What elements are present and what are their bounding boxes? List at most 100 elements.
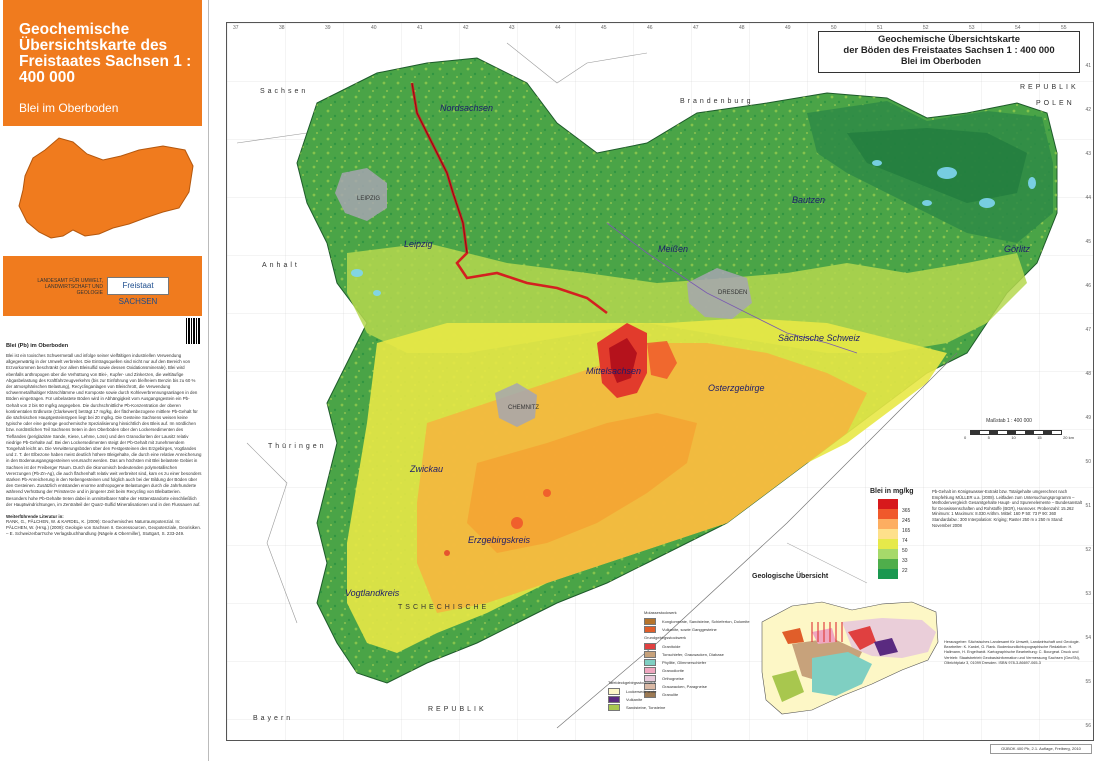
label-republik-cz: REPUBLIK bbox=[428, 706, 487, 713]
label-erzgebirgskreis: Erzgebirgskreis bbox=[468, 535, 531, 545]
scale-tick: 20 km bbox=[1063, 435, 1074, 440]
coord-label: 51 bbox=[1085, 503, 1091, 509]
coord-label: 54 bbox=[1015, 25, 1021, 31]
label-anhalt: Anhalt bbox=[262, 262, 300, 269]
legend-swatch bbox=[878, 509, 898, 519]
label-polen: POLEN bbox=[1036, 100, 1075, 107]
geology-label: Phyllite, Glimmerschiefer bbox=[662, 659, 707, 665]
legend-value: 74 bbox=[902, 538, 908, 544]
label-leipzig-city: LEIPZIG bbox=[357, 196, 381, 202]
coord-label: 49 bbox=[785, 25, 791, 31]
legend-swatch bbox=[878, 549, 898, 559]
map-title-line3: Blei im Oberboden bbox=[901, 56, 982, 66]
coord-label: 47 bbox=[693, 25, 699, 31]
coord-label: 48 bbox=[739, 25, 745, 31]
coord-label: 47 bbox=[1085, 327, 1091, 333]
coord-label: 49 bbox=[1085, 415, 1091, 421]
label-osterzgebirge: Osterzgebirge bbox=[708, 383, 765, 393]
coord-label: 41 bbox=[417, 25, 423, 31]
scale-bar bbox=[970, 430, 1062, 435]
geology-label: Tonschiefer, Grauwacken, Diabase bbox=[662, 651, 724, 657]
geology-legend-item: Sandsteine, Tonsteine bbox=[608, 703, 688, 711]
geology-legend-item: Vulkanite bbox=[608, 695, 688, 703]
legend-swatch bbox=[878, 569, 898, 579]
title-panel: Geochemische Übersichtskarte des Freista… bbox=[3, 0, 202, 126]
coord-label: 50 bbox=[1085, 459, 1091, 465]
map-canvas: 37 38 39 40 41 42 43 44 45 46 47 48 49 5… bbox=[226, 22, 1094, 741]
coord-label: 39 bbox=[325, 25, 331, 31]
geology-legend-platform: Tafeldeckgebirgsstockwerk Lockersediment… bbox=[608, 678, 688, 711]
label-leipzig: Leipzig bbox=[404, 239, 433, 249]
geology-legend-item: Granodiorite bbox=[644, 666, 754, 674]
map-subject: Blei im Oberboden bbox=[19, 101, 119, 115]
legend-value: 50 bbox=[902, 548, 908, 554]
legend-swatch bbox=[878, 559, 898, 569]
coord-label: 46 bbox=[1085, 283, 1091, 289]
geology-overview-title: Geologische Übersicht bbox=[752, 573, 829, 580]
coord-label: 52 bbox=[923, 25, 929, 31]
geology-swatch bbox=[644, 682, 656, 690]
geology-swatch bbox=[644, 674, 656, 682]
map-series-title: Geochemische Übersichtskarte des Freista… bbox=[19, 21, 192, 86]
coord-label: 37 bbox=[233, 25, 239, 31]
geology-swatch bbox=[608, 703, 620, 711]
legend-value: 33 bbox=[902, 558, 908, 564]
label-meissen: Meißen bbox=[658, 244, 689, 254]
label-vogtlandkreis: Vogtlandkreis bbox=[345, 588, 400, 598]
literature-body: RANK, G., PÄLCHEN, W. & KARDEL, K. (2009… bbox=[6, 519, 201, 537]
label-thueringen: Thüringen bbox=[268, 443, 327, 450]
scale-tick: 0 bbox=[964, 435, 967, 440]
scale-ticks: 0 5 10 15 20 km bbox=[964, 435, 1074, 440]
geology-swatch bbox=[644, 666, 656, 674]
coord-label: 50 bbox=[831, 25, 837, 31]
geology-legend-item: Granulite bbox=[644, 690, 754, 698]
scale-label: Maßstab 1 : 400 000 bbox=[986, 418, 1032, 424]
geology-label: Konglomerate, Sandsteine, Schieferton, D… bbox=[662, 618, 750, 624]
label-saechsische-schweiz: Sächsische Schweiz bbox=[778, 333, 861, 343]
geology-swatch bbox=[644, 617, 656, 625]
label-republik: REPUBLIK bbox=[1020, 84, 1079, 91]
label-goerlitz: Görlitz bbox=[1004, 244, 1031, 254]
geology-group-heading: Molassestockwerk bbox=[644, 610, 677, 615]
label-brandenburg: Brandenburg bbox=[680, 98, 754, 105]
geology-swatch bbox=[644, 690, 656, 698]
label-sachsen-anhalt: Sachsen bbox=[260, 88, 309, 95]
agency-panel: LANDESAMT FÜR UMWELT, LANDWIRTSCHAFT UND… bbox=[3, 256, 202, 316]
geology-overview-map bbox=[761, 601, 939, 715]
coord-label: 53 bbox=[969, 25, 975, 31]
legend-swatch bbox=[878, 529, 898, 539]
geology-label: Grauwacken, Paragneise bbox=[662, 683, 707, 689]
geology-legend-item: Vulkanite, sowie Ganggesteine bbox=[644, 625, 754, 633]
legend-value: 22 bbox=[902, 568, 908, 574]
barcode bbox=[186, 318, 200, 344]
label-dresden-city: DRESDEN bbox=[718, 290, 748, 296]
credits-text: Herausgeber: Sächsisches Landesamt für U… bbox=[944, 640, 1080, 665]
geology-label: Orthogneise bbox=[662, 675, 684, 681]
geology-label: Granitoide bbox=[662, 643, 681, 649]
scale-tick: 10 bbox=[1011, 435, 1016, 440]
geology-label: Vulkanite, sowie Ganggesteine bbox=[662, 626, 717, 632]
scale-tick: 15 bbox=[1037, 435, 1042, 440]
geology-swatch bbox=[644, 642, 656, 650]
legend-title: Blei in mg/kg bbox=[870, 488, 914, 495]
geology-legend: Molassestockwerk Konglomerate, Sandstein… bbox=[644, 608, 754, 698]
coord-label: 45 bbox=[601, 25, 607, 31]
geology-legend-item: Phyllite, Glimmerschiefer bbox=[644, 658, 754, 666]
geology-swatch bbox=[644, 650, 656, 658]
legend-value: 365 bbox=[902, 508, 911, 514]
geology-label: Granulite bbox=[662, 691, 679, 697]
coord-label: 51 bbox=[877, 25, 883, 31]
description-heading: Blei (Pb) im Oberboden bbox=[6, 343, 69, 349]
map-title-line1: Geochemische Übersichtskarte bbox=[877, 34, 1021, 45]
legend-value: 165 bbox=[902, 528, 911, 534]
coord-label: 43 bbox=[509, 25, 515, 31]
label-nordsachsen: Nordsachsen bbox=[440, 103, 494, 113]
geology-swatch bbox=[608, 695, 620, 703]
lead-concentration-map bbox=[227, 23, 1093, 740]
geology-swatch bbox=[608, 687, 620, 695]
geology-legend-item: Orthogneise bbox=[644, 674, 754, 682]
legend-swatch bbox=[878, 499, 898, 509]
coord-label: 40 bbox=[371, 25, 377, 31]
geology-swatch bbox=[644, 625, 656, 633]
geology-legend-item: Konglomerate, Sandsteine, Schieferton, D… bbox=[644, 617, 754, 625]
